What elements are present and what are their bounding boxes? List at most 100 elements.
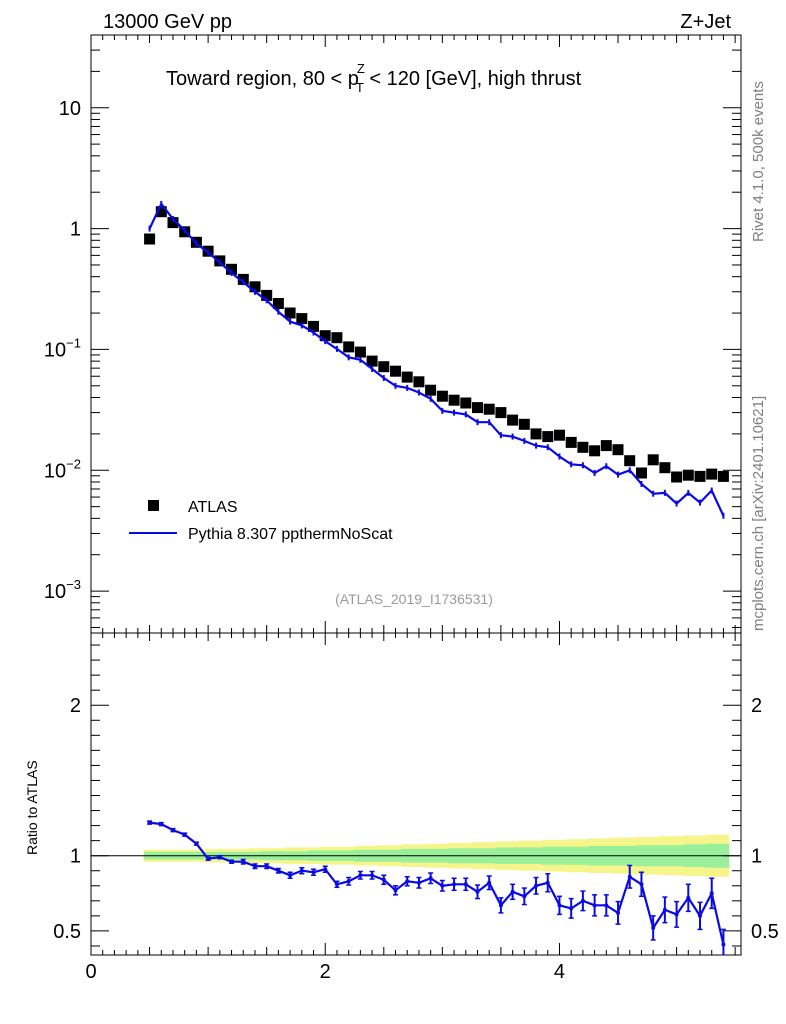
ratio-plot-frame	[90, 632, 742, 956]
ratio-mc-point	[311, 870, 316, 875]
ratio-mc-point	[651, 925, 656, 930]
ratio-mc-point	[557, 903, 562, 908]
y-tick-label-base: 10	[44, 339, 66, 361]
atlas-data-point	[694, 470, 706, 482]
legend-mc-label: Pythia 8.307 ppthermNoScat	[188, 526, 393, 543]
atlas-data-point	[272, 298, 284, 309]
x-tick-label: 2	[320, 961, 331, 983]
ratio-mc-point	[405, 879, 410, 884]
ratio-y-tick-label-right: 2	[751, 695, 762, 717]
atlas-data-point	[612, 444, 624, 456]
ratio-mc-point	[370, 873, 375, 878]
atlas-data-point	[155, 206, 167, 218]
atlas-data-point	[600, 440, 612, 452]
atlas-data-point	[390, 365, 401, 377]
ratio-mc-point	[498, 903, 503, 908]
analysis-tag: (ATLAS_2019_I1736531)	[335, 591, 493, 607]
ratio-mc-point	[592, 903, 597, 908]
legend-data-marker	[148, 500, 159, 511]
atlas-data-point	[624, 455, 636, 467]
ratio-mc-point	[299, 868, 304, 873]
atlas-data-point	[261, 289, 273, 301]
atlas-data-point	[425, 384, 437, 396]
ratio-y-tick-label: 0.5	[53, 921, 81, 943]
plot-title-rest: < 120 [GeV], high thrust	[364, 68, 582, 90]
ratio-mc-point	[463, 882, 468, 887]
atlas-data-point	[472, 402, 483, 414]
ratio-mc-point	[452, 882, 457, 887]
ratio-mc-point	[569, 906, 574, 911]
y-tick-label: 10−3	[44, 577, 81, 603]
atlas-data-point	[717, 470, 729, 482]
atlas-data-point	[706, 468, 718, 480]
atlas-data-point	[366, 355, 378, 367]
atlas-data-point	[401, 371, 413, 383]
legend-data-label: ATLAS	[188, 499, 238, 516]
ratio-mc-point	[217, 855, 222, 860]
ratio-mc-point	[159, 822, 164, 827]
ratio-axis-label: Ratio to ATLAS	[24, 760, 40, 855]
x-tick-label: 4	[554, 961, 565, 983]
ratio-mc-point	[674, 912, 679, 917]
atlas-data-point	[284, 307, 296, 319]
atlas-data-point	[378, 361, 390, 373]
atlas-data-point	[495, 407, 507, 419]
ratio-mc-point	[252, 864, 257, 869]
ratio-mc-point	[229, 859, 234, 864]
pythia-mc-line	[148, 201, 725, 517]
ratio-mc-point	[698, 913, 703, 918]
y-tick-label: 1	[70, 219, 81, 241]
atlas-data-point	[565, 436, 577, 448]
ratio-mc-point	[346, 879, 351, 884]
ratio-mc-point	[487, 880, 492, 885]
atlas-data-point	[659, 462, 671, 474]
plot-title-main: Toward region, 80 < p	[166, 68, 359, 90]
plot-title-subscript: T	[356, 80, 364, 95]
rivet-version-label: Rivet 4.1.0, 500k events	[750, 81, 767, 242]
header-left: 13000 GeV pp	[103, 11, 232, 33]
ratio-mc-line	[149, 821, 725, 945]
atlas-data-point	[448, 394, 460, 406]
ratio-mc-point	[686, 895, 691, 900]
ratio-mc-point	[416, 880, 421, 885]
atlas-data-point	[296, 313, 308, 325]
ratio-y-tick-label: 1	[70, 846, 81, 868]
atlas-data-point	[636, 467, 647, 479]
ratio-mc-point	[662, 907, 667, 912]
atlas-data-point	[413, 376, 425, 388]
plot-title: Toward region, 80 < pZ T < 120 [GeV], hig…	[166, 61, 582, 95]
mcplots-reference-label: mcplots.cern.ch [arXiv:2401.10621]	[750, 396, 767, 631]
ratio-mc-point	[170, 828, 175, 833]
y-tick-label-base: 10	[44, 460, 66, 482]
header-right: Z+Jet	[680, 11, 731, 33]
atlas-data-point	[144, 233, 156, 245]
x-tick-label: 0	[85, 961, 96, 983]
atlas-data-point	[460, 397, 472, 409]
atlas-data-point	[554, 429, 565, 441]
y-tick-label-exponent: −1	[66, 335, 81, 350]
atlas-data-point	[226, 263, 237, 275]
atlas-data-point	[319, 330, 331, 342]
ratio-y-tick-label: 2	[70, 695, 81, 717]
y-tick-label-exponent: −2	[66, 456, 81, 471]
atlas-data-point	[308, 320, 319, 332]
ratio-mc-point	[428, 876, 433, 881]
y-tick-label: 10	[59, 98, 81, 120]
atlas-data-point	[671, 471, 683, 483]
ratio-mc-point	[334, 882, 339, 887]
atlas-data-point	[682, 469, 694, 481]
ratio-mc-point	[639, 882, 644, 887]
ratio-mc-point	[510, 889, 515, 894]
ratio-mc-point	[475, 889, 480, 894]
ratio-mc-series	[147, 820, 726, 955]
atlas-data-point	[518, 418, 530, 430]
ratio-mc-point	[206, 856, 211, 861]
atlas-data-point	[530, 428, 542, 440]
atlas-data-point	[436, 390, 448, 402]
atlas-data-point	[507, 414, 519, 426]
atlas-data-point	[647, 454, 659, 466]
atlas-data-point	[589, 445, 601, 457]
ratio-mc-point	[288, 873, 293, 878]
y-tick-label-base: 10	[44, 581, 66, 603]
